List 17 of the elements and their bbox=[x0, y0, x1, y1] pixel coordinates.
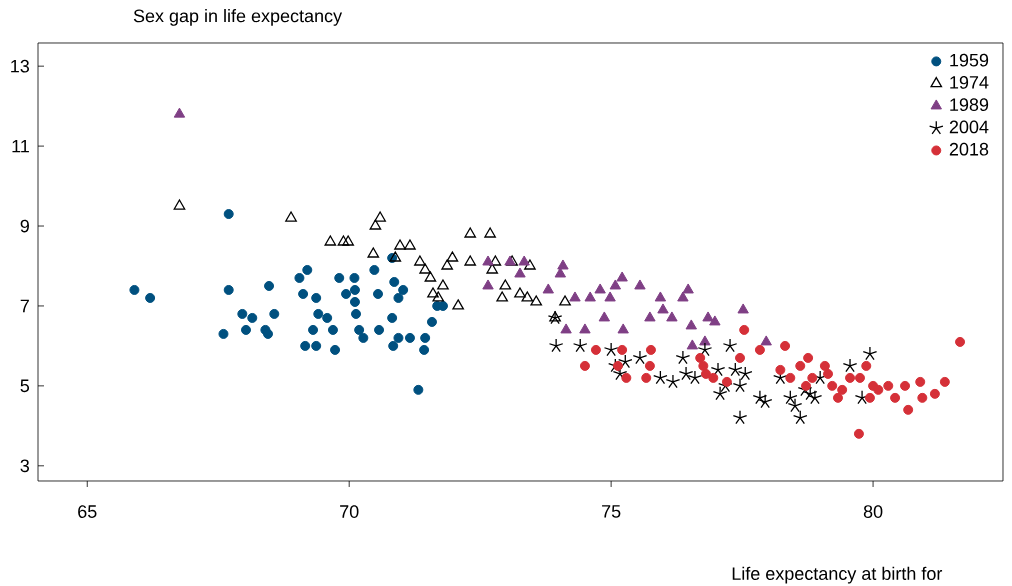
legend-label: 1989 bbox=[950, 98, 989, 112]
legend-label: 2004 bbox=[949, 120, 989, 134]
x-tick-label: 70 bbox=[340, 505, 359, 518]
legend-label: 2018 bbox=[949, 142, 989, 156]
legend-label: 1959 bbox=[950, 53, 989, 67]
y-tick-label: 5 bbox=[20, 379, 30, 393]
y-tick-label: 13 bbox=[11, 59, 30, 73]
legend-label: 1974 bbox=[950, 76, 989, 89]
x-tick-label: 65 bbox=[78, 505, 97, 518]
x-tick-label: 80 bbox=[863, 505, 883, 518]
y-tick-label: 7 bbox=[20, 299, 29, 313]
y-tick-label: 9 bbox=[20, 219, 29, 233]
y-axis-title: Sex gap in life expectancy bbox=[133, 9, 343, 26]
x-axis-title: Life expectancy at birth for bbox=[732, 566, 943, 584]
x-tick-label: 75 bbox=[602, 505, 621, 518]
y-tick-label: 11 bbox=[12, 139, 29, 153]
y-tick-label: 3 bbox=[20, 459, 30, 473]
